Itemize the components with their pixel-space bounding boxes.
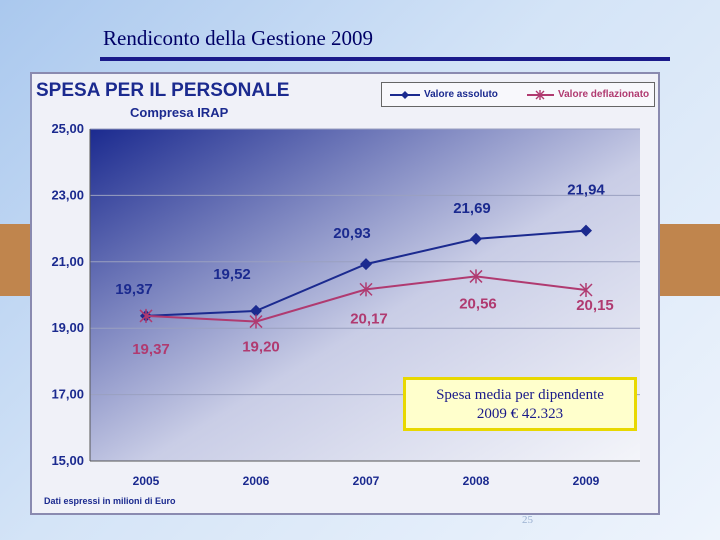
y-tick-label: 17,00 <box>51 387 84 402</box>
page-number: 25 <box>522 514 533 526</box>
data-label: 19,20 <box>242 339 280 356</box>
chart-subtitle: Compresa IRAP <box>130 105 229 120</box>
y-tick-label: 21,00 <box>51 254 84 269</box>
legend-label-series2: Valore deflazionato <box>558 89 650 100</box>
chart-note: Dati espressi in milioni di Euro <box>44 496 176 506</box>
data-label: 19,37 <box>132 341 170 358</box>
chart-legend: Valore assoluto Valore deflazionato <box>381 82 655 107</box>
data-point-star <box>139 308 153 323</box>
slide-title: Rendiconto della Gestione 2009 <box>103 26 374 50</box>
legend-markers <box>390 90 554 100</box>
title-underline <box>100 57 670 61</box>
callout-line2: 2009 € 42.323 <box>476 406 564 422</box>
legend-label-series1: Valore assoluto <box>424 89 498 100</box>
data-point-star <box>249 314 263 329</box>
data-point-star <box>469 269 483 284</box>
data-label: 20,93 <box>333 225 371 242</box>
data-label: 21,69 <box>453 200 491 217</box>
x-tick-label: 2007 <box>353 474 380 488</box>
chart-title: SPESA PER IL PERSONALE <box>36 80 290 101</box>
data-label: 20,56 <box>459 295 497 312</box>
data-point-diamond <box>250 304 262 317</box>
y-tick-label: 23,00 <box>51 187 84 202</box>
data-point-diamond <box>470 232 482 245</box>
data-label: 19,52 <box>213 266 251 283</box>
y-tick-label: 15,00 <box>51 453 84 468</box>
data-label: 21,94 <box>567 182 605 199</box>
callout-box: Spesa media per dipendente 2009 € 42.323 <box>403 377 637 431</box>
legend-star-icon <box>535 90 545 100</box>
data-point-diamond <box>580 224 592 237</box>
data-point-diamond <box>360 258 372 271</box>
data-label: 19,37 <box>115 281 153 298</box>
data-point-star <box>579 283 593 298</box>
data-point-star <box>359 282 373 297</box>
decorative-band-right <box>660 224 720 296</box>
x-tick-label: 2005 <box>133 474 160 488</box>
callout-line1: Spesa media per dipendente <box>436 387 604 403</box>
y-tick-label: 19,00 <box>51 320 84 335</box>
x-tick-label: 2008 <box>463 474 490 488</box>
legend-diamond-icon <box>401 91 409 99</box>
x-tick-label: 2009 <box>573 474 600 488</box>
data-label: 20,15 <box>576 297 614 314</box>
y-tick-label: 25,00 <box>51 121 84 136</box>
x-tick-label: 2006 <box>243 474 270 488</box>
data-label: 20,17 <box>350 310 388 327</box>
